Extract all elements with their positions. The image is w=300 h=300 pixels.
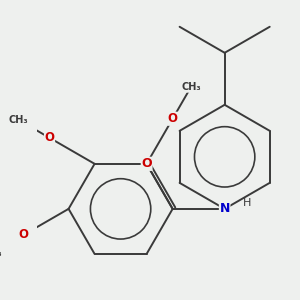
Text: O: O — [19, 228, 28, 242]
Text: N: N — [220, 202, 230, 215]
Text: CH₃: CH₃ — [8, 115, 28, 124]
Text: CH₃: CH₃ — [181, 82, 201, 92]
Text: O: O — [141, 157, 152, 170]
Text: O: O — [44, 131, 55, 144]
Text: H: H — [242, 198, 251, 208]
Text: CH₃: CH₃ — [0, 248, 2, 258]
Text: O: O — [168, 112, 178, 125]
